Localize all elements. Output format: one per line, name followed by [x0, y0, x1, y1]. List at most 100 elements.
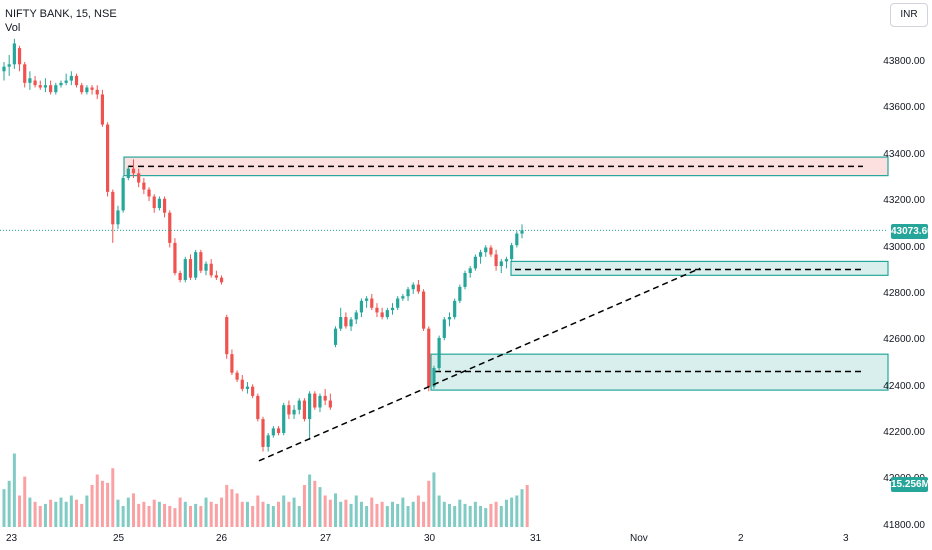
candle — [478, 252, 483, 257]
volume-bar — [375, 503, 379, 527]
volume-bar — [525, 485, 529, 527]
volume-bar — [225, 485, 229, 527]
volume-bar — [85, 495, 89, 527]
volume-bar — [33, 501, 37, 527]
volume-bar — [323, 495, 327, 527]
candle — [282, 405, 286, 433]
candle — [219, 277, 224, 283]
candle — [380, 312, 384, 318]
candle — [17, 48, 22, 65]
volume-bar — [116, 499, 120, 527]
volume-bar — [406, 506, 410, 527]
volume-bar — [380, 501, 384, 527]
symbol-title[interactable]: NIFTY BANK, 15, NSE — [5, 8, 117, 20]
volume-bar — [59, 497, 63, 527]
volume-bar — [313, 480, 317, 527]
volume-bar — [18, 495, 22, 527]
volume-bar — [370, 497, 374, 527]
candle — [416, 284, 420, 292]
price-axis-label: 42400.00 — [883, 380, 925, 392]
time-axis-label: 30 — [424, 533, 436, 544]
volume-bar — [458, 499, 462, 527]
candle — [318, 395, 322, 408]
candle — [510, 245, 514, 260]
candle — [131, 168, 136, 174]
price-axis-label: 42200.00 — [883, 427, 925, 438]
volume-bar — [188, 506, 192, 527]
candle — [427, 328, 431, 387]
candlestick-series — [2, 38, 524, 452]
volume-bar — [463, 503, 467, 527]
volume-bar — [344, 499, 348, 527]
volume-bar — [349, 503, 353, 527]
volume-bar — [90, 485, 94, 527]
volume-bar — [209, 501, 213, 527]
volume-bar — [354, 495, 358, 527]
candle — [323, 395, 327, 401]
volume-bar — [308, 474, 312, 527]
candle — [54, 85, 58, 93]
candle — [463, 273, 467, 287]
chart-legend: NIFTY BANK, 15, NSE Vol — [5, 7, 117, 35]
volume-bar — [220, 497, 224, 527]
volume-bar — [183, 501, 187, 527]
candle — [33, 80, 37, 86]
volume-bar — [261, 501, 265, 527]
volume-bar — [266, 503, 270, 527]
volume-bar — [416, 495, 420, 527]
time-axis-label: 3 — [843, 533, 849, 544]
volume-bar — [484, 508, 488, 527]
candle — [406, 289, 410, 297]
volume-bar — [339, 501, 343, 527]
price-axis-label: 43800.00 — [883, 56, 925, 67]
volume-bar — [28, 497, 32, 527]
volume-bar — [453, 506, 457, 527]
volume-bar — [427, 480, 431, 527]
volume-bar — [411, 501, 415, 527]
volume-bar — [132, 493, 135, 527]
candle — [90, 87, 94, 90]
candle — [23, 64, 27, 83]
volume-bar — [515, 495, 519, 527]
candle — [69, 75, 73, 81]
volume-bar — [302, 485, 306, 527]
candle — [214, 275, 218, 278]
candle — [292, 409, 296, 415]
candle — [370, 298, 374, 308]
volume-bar — [510, 497, 514, 527]
volume-bar — [251, 506, 255, 527]
volume-bar — [121, 506, 125, 527]
candle — [204, 263, 208, 271]
candle — [401, 296, 405, 299]
volume-bar — [240, 501, 244, 527]
candle — [390, 307, 395, 311]
candle — [385, 310, 389, 318]
candle — [499, 261, 503, 267]
volume-bar — [494, 501, 498, 527]
volume-bar — [173, 508, 177, 527]
candle — [447, 317, 452, 320]
candle — [12, 43, 16, 65]
volume-legend[interactable]: Vol — [5, 22, 21, 34]
candle — [7, 64, 11, 67]
candle — [365, 298, 369, 301]
candle — [230, 354, 234, 373]
volume-bar — [401, 497, 405, 527]
candle — [333, 328, 338, 345]
last-price-label: 43073.60 — [891, 224, 932, 239]
volume-bar — [100, 480, 104, 527]
candle — [64, 80, 68, 83]
volume-bar — [292, 497, 296, 527]
volume-bar — [432, 472, 436, 527]
time-axis-label: 27 — [320, 533, 332, 544]
currency-button[interactable]: INR — [890, 3, 928, 27]
volume-bar — [385, 506, 389, 527]
candle — [287, 405, 291, 415]
price-axis-label: 43000.00 — [883, 241, 925, 253]
candle — [261, 419, 265, 447]
candle — [106, 124, 110, 192]
candle — [168, 212, 172, 243]
candle — [74, 75, 79, 86]
volume-bar — [468, 506, 472, 527]
